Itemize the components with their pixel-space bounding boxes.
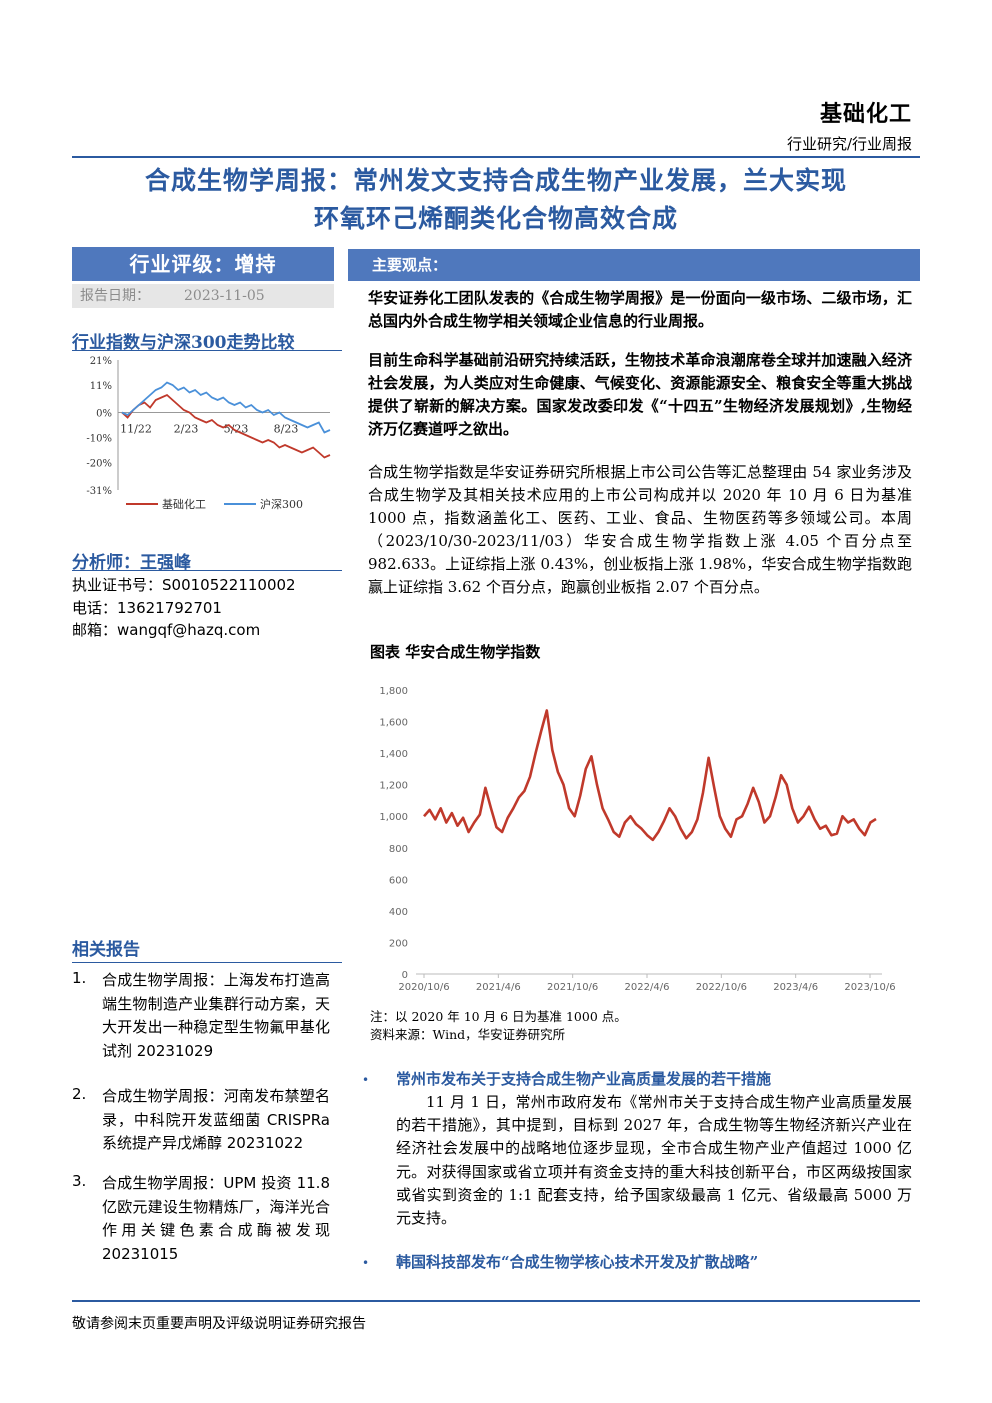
index-paragraph: 合成生物学指数是华安证券研究所根据上市公司公告等汇总整理由 54 家业务涉及合成… <box>368 463 912 596</box>
x-tick-label: 2021/4/6 <box>476 982 521 993</box>
synbio-index-chart: 0 200 400 600 800 1,000 1,200 1,400 1,600 1,800 20… <box>379 686 895 993</box>
related-report-link[interactable]: 合成生物学周报：UPM 投资 11.8 亿欧元建设生物精炼厂，海洋光合作用关键色… <box>102 1174 330 1263</box>
y-tick-label: 11% <box>90 381 112 392</box>
analyst-email[interactable]: 邮箱：wangqf@hazq.com <box>72 621 261 639</box>
y-tick-label: -20% <box>86 459 112 470</box>
y-tick-label: 1,600 <box>379 718 408 729</box>
news-heading-changzhou: 常州市发布关于支持合成生物产业高质量发展的若干措施 <box>396 1070 772 1088</box>
series-line <box>121 381 331 434</box>
x-tick-label: 2022/4/6 <box>625 982 670 993</box>
y-tick-label: 1,000 <box>379 812 408 823</box>
footer-divider <box>72 1300 920 1302</box>
figure-title: 图表 华安合成生物学指数 <box>370 643 541 661</box>
news-body-changzhou: 11 月 1 日，常州市政府发布《常州市关于支持合成生物产业高质量发展的若干措施… <box>396 1093 912 1228</box>
related-reports-heading: 相关报告 <box>72 940 140 960</box>
x-tick-label: 2/23 <box>174 423 199 436</box>
y-tick-label: 200 <box>389 938 408 949</box>
x-tick-label: 2023/10/6 <box>844 982 895 993</box>
y-tick-label: 21% <box>90 356 112 367</box>
bullet-icon: • <box>362 1073 370 1087</box>
analyst-cert: 执业证书号：S0010522110002 <box>72 576 296 594</box>
report-date-value: 2023-11-05 <box>184 288 265 304</box>
index-comparison-title: 行业指数与沪深300走势比较 <box>72 333 295 353</box>
x-tick-label: 2022/10/6 <box>696 982 747 993</box>
figure-note: 注：以 2020 年 10 月 6 日为基准 1000 点。 <box>370 1009 627 1024</box>
analyst-phone: 电话：13621792701 <box>72 599 222 617</box>
x-tick-label: 2023/4/6 <box>773 982 818 993</box>
y-tick-label: 1,200 <box>379 781 408 792</box>
document-type: 行业研究/行业周报 <box>786 135 912 153</box>
y-tick-label: 1,800 <box>379 686 408 697</box>
index-comparison-chart: 21%11%0%-10%-20%-31%11/22 2/23 5/23 8/23基础化… <box>86 356 331 511</box>
y-tick-label: 600 <box>389 875 408 886</box>
bullet-icon: • <box>362 1256 370 1270</box>
report-date-row: 报告日期： 2023-11-05 <box>72 284 334 308</box>
related-underline <box>72 962 342 963</box>
related-report-number: 1. <box>72 969 87 987</box>
report-title-line1: 合成生物学周报：常州发文支持合成生物产业发展，兰大实现 <box>144 166 847 195</box>
analyst-underline <box>72 570 342 571</box>
y-tick-label: -10% <box>86 434 112 445</box>
related-report-link[interactable]: 合成生物学周报：河南发布禁塑名录，中科院开发蓝细菌 CRISPRa 系统提产异戊… <box>102 1087 330 1152</box>
x-tick-label: 2020/10/6 <box>398 982 449 993</box>
related-report-link[interactable]: 合成生物学周报：上海发布打造高端生物制造产业集群行动方案，天大开发出一种稳定型生… <box>102 971 330 1060</box>
x-tick-label: 8/23 <box>274 423 299 436</box>
index-series-line <box>423 709 877 842</box>
report-title: 合成生物学周报：常州发文支持合成生物产业发展，兰大实现 环氧环己烯酮类化合物高效… <box>72 162 920 238</box>
analyst-heading: 分析师：王强峰 <box>72 553 191 573</box>
legend-label: 基础化工 <box>162 497 206 511</box>
series-line <box>121 393 331 459</box>
y-tick-label: -31% <box>86 486 112 497</box>
figure-source: 资料来源：Wind，华安证券研究所 <box>370 1027 566 1042</box>
x-tick-label: 2021/10/6 <box>547 982 598 993</box>
index-title-underline <box>72 350 342 351</box>
report-title-line2: 环氧环己烯酮类化合物高效合成 <box>313 204 678 233</box>
background-paragraph: 目前生命科学基础前沿研究持续活跃，生物技术革命浪潮席卷全球并加速融入经济社会发展… <box>368 351 912 438</box>
news-heading-korea: 韩国科技部发布“合成生物学核心技术开发及扩散战略” <box>396 1253 759 1271</box>
main-points-heading: 主要观点： <box>348 249 920 281</box>
report-date-label: 报告日期： <box>80 288 150 304</box>
related-report-number: 2. <box>72 1085 87 1103</box>
header-divider <box>72 156 920 158</box>
y-tick-label: 0 <box>402 970 408 981</box>
intro-paragraph: 华安证券化工团队发表的《合成生物学周报》是一份面向一级市场、二级市场，汇总国内外… <box>368 289 912 330</box>
y-tick-label: 400 <box>389 907 408 918</box>
related-report-number: 3. <box>72 1172 87 1190</box>
y-tick-label: 1,400 <box>379 749 408 760</box>
y-tick-label: 0% <box>96 409 112 420</box>
legend-label: 沪深300 <box>260 497 303 511</box>
sector-name: 基础化工 <box>819 101 912 127</box>
industry-rating: 行业评级：增持 <box>72 247 334 281</box>
x-tick-label: 11/22 <box>120 423 152 436</box>
y-tick-label: 800 <box>389 844 408 855</box>
footer-disclaimer: 敬请参阅末页重要声明及评级说明证券研究报告 <box>72 1316 366 1332</box>
